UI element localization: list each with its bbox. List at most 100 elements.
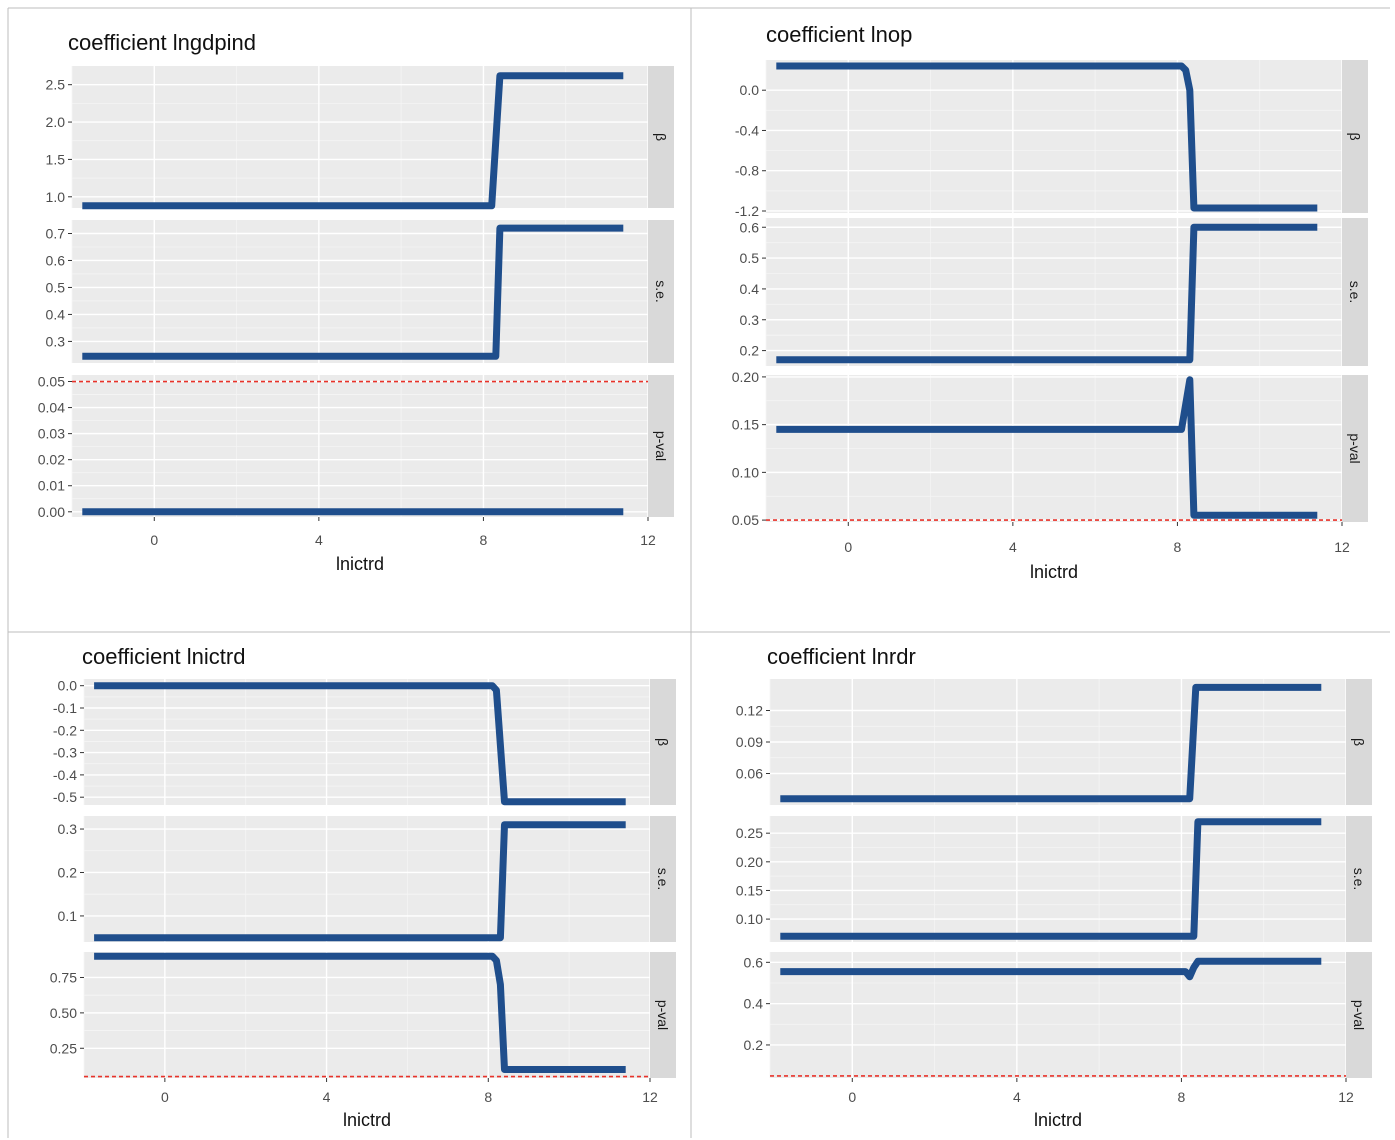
y-tick-label: 0.6	[46, 252, 66, 268]
x-tick-label: 4	[323, 1089, 331, 1105]
y-tick-label: 0.05	[38, 374, 65, 390]
y-tick-label: 1.5	[46, 151, 66, 167]
y-tick-label: 0.6	[744, 954, 764, 970]
y-tick-label: 0.12	[736, 703, 763, 719]
strip-label: β	[653, 133, 669, 141]
series-line	[94, 682, 626, 806]
panel-2: 0.25 0.50 0.75 p-val	[50, 952, 676, 1078]
series-line	[780, 818, 1322, 940]
chart-title: coefficient lnictrd	[82, 644, 245, 669]
strip-background	[1342, 218, 1368, 366]
y-tick-label: 0.4	[46, 306, 66, 322]
panel-background	[84, 952, 650, 1078]
x-tick-label: 8	[480, 532, 488, 548]
x-tick-label: 4	[1009, 539, 1017, 555]
strip-background	[1342, 60, 1368, 213]
series-line	[82, 224, 624, 360]
y-tick-label: 0.4	[744, 996, 764, 1012]
panel-2: 0.00 0.01 0.02 0.03 0.04 0.05 p-val	[38, 374, 674, 520]
y-tick-label: -0.4	[735, 122, 759, 138]
y-tick-label: 0.09	[736, 734, 763, 750]
strip-label: p-val	[1347, 433, 1363, 463]
x-axis-label: lnictrd	[1030, 562, 1078, 582]
y-tick-label: 0.2	[740, 343, 760, 359]
chart-3: coefficient lnictrd -0.5 -0.4 -0.3 -0.2 -0.1 0…	[50, 644, 676, 1130]
panel-1: 0.1 0.2 0.3 s.e.	[58, 816, 676, 942]
series-line	[776, 376, 1318, 519]
y-tick-label: 0.6	[740, 219, 760, 235]
y-tick-label: -0.2	[53, 722, 77, 738]
x-tick-label: 4	[1013, 1089, 1021, 1105]
y-tick-label: -0.4	[53, 767, 77, 783]
strip-background	[1346, 679, 1372, 805]
panel-0: 0.06 0.09 0.12 β	[736, 679, 1372, 805]
y-tick-label: 0.05	[732, 512, 759, 528]
panel-2: 0.2 0.4 0.6 p-val	[744, 952, 1372, 1078]
y-tick-label: 0.03	[38, 426, 65, 442]
x-axis-label: lnictrd	[343, 1110, 391, 1130]
series-line	[776, 223, 1318, 364]
strip-label: β	[655, 738, 671, 746]
y-tick-label: 0.4	[740, 281, 760, 297]
panel-background	[770, 816, 1346, 942]
series-line	[82, 72, 624, 210]
chart-1: coefficient lngdpind1.01.52.02.5β0.30.40…	[38, 30, 674, 574]
panel-0: -0.5 -0.4 -0.3 -0.2 -0.1 0.0 β	[53, 678, 676, 806]
chart-title: coefficient lnrdr	[767, 644, 916, 669]
strip-background	[1342, 375, 1368, 522]
chart-title: coefficient lnop	[766, 22, 912, 47]
charts-root: coefficient lngdpind1.01.52.02.5β0.30.40…	[38, 22, 1372, 1130]
y-tick-label: 0.10	[732, 464, 759, 480]
strip-background	[650, 952, 676, 1078]
strip-background	[648, 66, 674, 208]
y-tick-label: 0.04	[38, 400, 65, 416]
x-tick-label: 8	[1174, 539, 1182, 555]
strip-background	[650, 816, 676, 942]
chart-2: coefficient lnop -1.2 -0.8 -0.4 0.0 β 0.2 0.3 0.…	[732, 22, 1368, 582]
series-line	[776, 62, 1318, 212]
strip-label: p-val	[653, 431, 669, 461]
y-tick-label: 0.2	[744, 1037, 764, 1053]
y-tick-label: 0.3	[740, 312, 760, 328]
strip-background	[648, 220, 674, 363]
panel-background	[72, 66, 648, 208]
series-line	[780, 957, 1322, 981]
y-tick-label: 2.5	[46, 77, 66, 93]
panel-1: 0.10 0.15 0.20 0.25 s.e.	[736, 816, 1372, 942]
x-tick-label: 0	[161, 1089, 169, 1105]
y-tick-label: -0.8	[735, 163, 759, 179]
series-line	[94, 821, 626, 942]
strip-background	[650, 679, 676, 805]
y-tick-label: 0.02	[38, 452, 65, 468]
y-tick-label: -1.2	[735, 203, 759, 219]
panel-1: 0.2 0.3 0.4 0.5 0.6 s.e.	[740, 218, 1368, 366]
strip-background	[1346, 952, 1372, 1078]
y-tick-label: 0.5	[740, 250, 760, 266]
series-line	[94, 952, 626, 1073]
y-tick-label: 0.50	[50, 1005, 77, 1021]
strip-background	[1346, 816, 1372, 942]
y-tick-label: 0.25	[736, 825, 763, 841]
y-tick-label: 2.0	[46, 114, 66, 130]
y-tick-label: 0.01	[38, 478, 65, 494]
y-tick-label: -0.3	[53, 745, 77, 761]
panel-background	[766, 60, 1342, 213]
strip-background	[648, 375, 674, 517]
x-tick-label: 12	[642, 1089, 658, 1105]
y-tick-label: -0.1	[53, 700, 77, 716]
strip-label: β	[1347, 132, 1363, 140]
series-line	[780, 683, 1322, 803]
y-tick-label: 0.0	[740, 82, 760, 98]
y-tick-label: 0.00	[38, 504, 65, 520]
panel-background	[72, 220, 648, 363]
x-tick-label: 8	[1178, 1089, 1186, 1105]
x-tick-label: 0	[150, 532, 158, 548]
chart-title: coefficient lngdpind	[68, 30, 256, 55]
x-tick-label: 12	[1334, 539, 1350, 555]
panel-2: 0.05 0.10 0.15 0.20 p-val	[732, 369, 1368, 528]
y-tick-label: 0.06	[736, 766, 763, 782]
y-tick-label: 0.2	[58, 864, 78, 880]
panel-background	[84, 679, 650, 805]
strip-label: p-val	[1351, 1000, 1367, 1030]
